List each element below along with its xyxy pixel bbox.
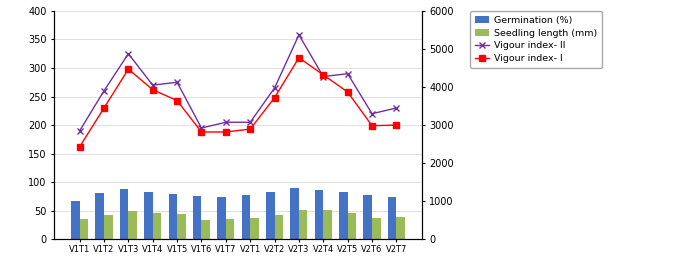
Vigour index- I bbox=[222, 130, 230, 134]
Vigour index- II bbox=[343, 72, 352, 75]
Bar bbox=[153, 212, 161, 239]
Bar bbox=[218, 196, 226, 239]
Vigour index- I bbox=[271, 96, 279, 99]
Bar bbox=[169, 194, 177, 239]
Bar bbox=[95, 193, 104, 239]
Bar bbox=[388, 196, 396, 239]
Bar bbox=[193, 196, 201, 239]
Vigour index- I bbox=[197, 130, 205, 134]
Bar bbox=[364, 195, 372, 239]
Vigour index- I bbox=[246, 128, 254, 131]
Vigour index- I bbox=[343, 90, 352, 94]
Bar bbox=[347, 213, 356, 239]
Bar bbox=[396, 217, 405, 239]
Bar bbox=[80, 219, 88, 239]
Vigour index- I bbox=[319, 73, 327, 76]
Bar bbox=[177, 214, 186, 239]
Vigour index- I bbox=[149, 88, 157, 91]
Vigour index- II bbox=[124, 52, 133, 55]
Vigour index- II bbox=[173, 81, 181, 84]
Vigour index- I bbox=[100, 106, 108, 110]
Bar bbox=[129, 211, 137, 239]
Bar bbox=[120, 189, 129, 239]
Bar bbox=[250, 218, 258, 239]
Bar bbox=[299, 210, 307, 239]
Vigour index- I bbox=[124, 67, 133, 71]
Vigour index- I bbox=[173, 99, 181, 102]
Vigour index- II bbox=[392, 106, 401, 110]
Bar bbox=[201, 220, 210, 239]
Vigour index- II bbox=[222, 121, 230, 124]
Vigour index- II bbox=[75, 129, 84, 132]
Bar bbox=[226, 219, 235, 239]
Bar bbox=[144, 192, 153, 239]
Line: Vigour index- II: Vigour index- II bbox=[76, 31, 400, 134]
Line: Vigour index- I: Vigour index- I bbox=[77, 55, 399, 150]
Vigour index- II bbox=[246, 121, 254, 124]
Legend: Germination (%), Seedling length (mm), Vigour index- II, Vigour index- I: Germination (%), Seedling length (mm), V… bbox=[471, 11, 602, 68]
Vigour index- II bbox=[319, 75, 327, 78]
Vigour index- II bbox=[368, 112, 376, 115]
Vigour index- II bbox=[295, 33, 303, 36]
Vigour index- II bbox=[271, 86, 279, 89]
Bar bbox=[241, 195, 250, 239]
Vigour index- II bbox=[100, 89, 108, 92]
Bar bbox=[275, 215, 283, 239]
Bar bbox=[372, 218, 381, 239]
Vigour index- II bbox=[149, 84, 157, 87]
Vigour index- I bbox=[295, 56, 303, 59]
Vigour index- I bbox=[392, 123, 401, 127]
Vigour index- I bbox=[368, 124, 376, 127]
Vigour index- I bbox=[75, 145, 84, 149]
Bar bbox=[323, 210, 332, 239]
Bar bbox=[104, 215, 112, 239]
Bar bbox=[339, 192, 347, 239]
Bar bbox=[290, 188, 299, 239]
Vigour index- II bbox=[197, 126, 205, 130]
Bar bbox=[71, 201, 80, 239]
Bar bbox=[315, 190, 323, 239]
Bar bbox=[266, 192, 275, 239]
